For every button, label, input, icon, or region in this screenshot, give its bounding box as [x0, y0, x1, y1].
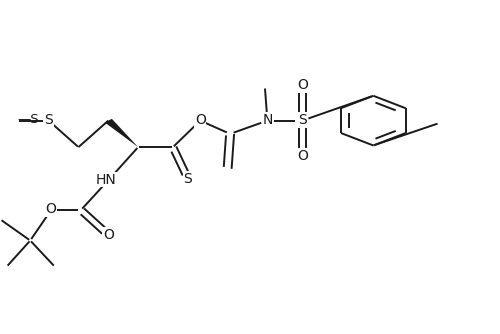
- Text: S: S: [44, 113, 53, 127]
- Text: HN: HN: [96, 173, 116, 187]
- Text: O: O: [46, 202, 56, 216]
- Text: S: S: [298, 113, 306, 127]
- Text: O: O: [297, 149, 308, 163]
- Text: S: S: [184, 172, 192, 186]
- Polygon shape: [104, 119, 138, 147]
- Text: O: O: [195, 113, 205, 127]
- Text: O: O: [297, 78, 308, 92]
- Text: O: O: [103, 228, 114, 242]
- Text: —S: —S: [18, 113, 40, 126]
- Text: N: N: [262, 113, 272, 127]
